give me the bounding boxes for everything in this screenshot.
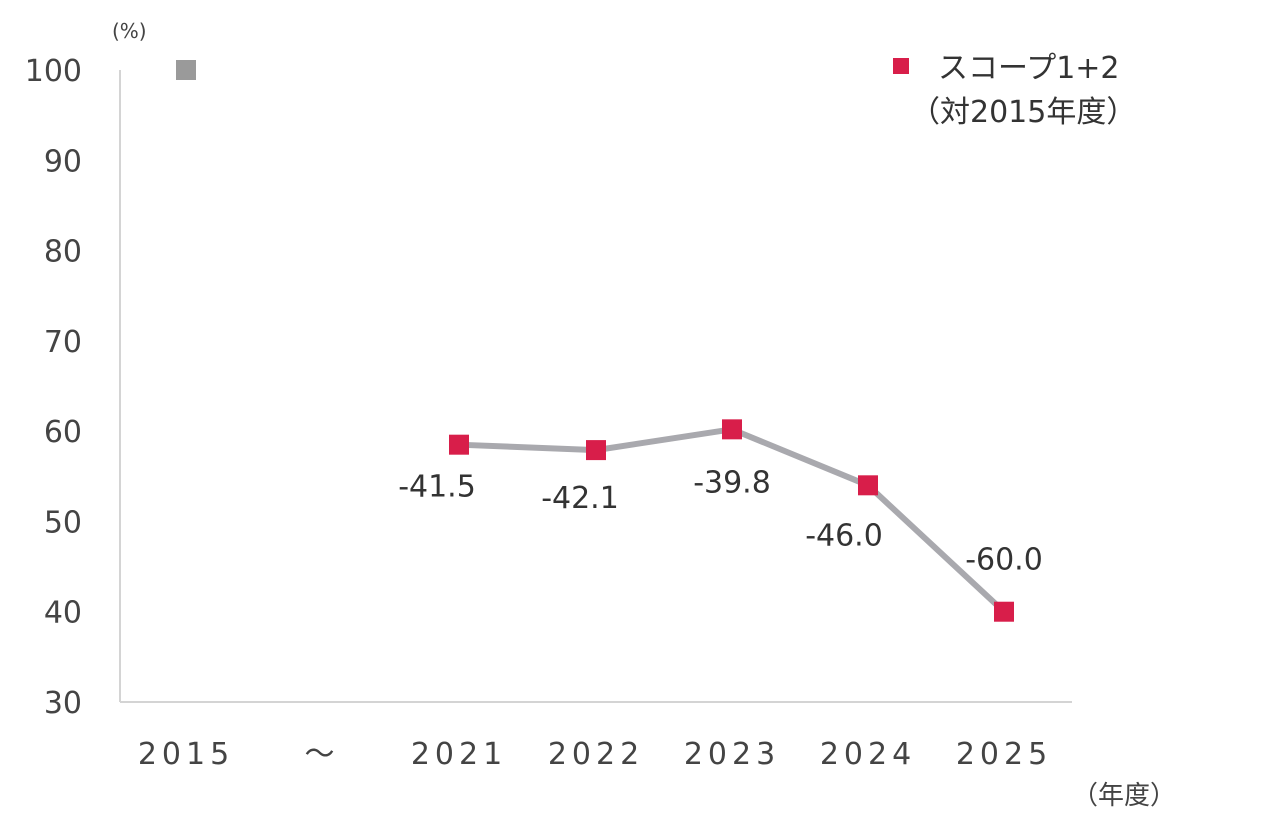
y-tick-label: 30	[44, 686, 82, 721]
data-point-marker	[858, 475, 878, 496]
plot-area: -41.5 -42.1 -39.8 -46.0 -60.0	[176, 60, 1043, 622]
y-axis-unit: (%)	[112, 19, 147, 43]
data-label: -60.0	[965, 543, 1043, 578]
data-point-marker	[994, 601, 1014, 622]
x-tick-label: 2021	[411, 737, 507, 772]
y-tick-label: 60	[44, 415, 82, 450]
y-tick-labels: 100 90 80 70 60 50 40 30	[25, 54, 82, 721]
data-point-marker	[449, 434, 469, 455]
x-tick-label: 2024	[820, 737, 916, 772]
data-label: -41.5	[398, 470, 476, 505]
y-tick-label: 100	[25, 54, 82, 89]
series-line	[458, 426, 1007, 614]
y-tick-label: 40	[44, 596, 82, 631]
data-label: -39.8	[693, 465, 771, 500]
legend-label: スコープ1+2	[938, 51, 1120, 86]
y-tick-label: 70	[44, 325, 82, 360]
legend-sublabel: （対2015年度）	[910, 95, 1136, 130]
y-tick-label: 80	[44, 235, 82, 270]
baseline-marker	[176, 60, 196, 80]
x-tick-label: 2022	[548, 737, 644, 772]
x-tick-label: ～	[305, 737, 340, 772]
x-tick-labels: 2015 ～ 2021 2022 2023 2024 2025	[138, 737, 1052, 772]
data-label: -42.1	[541, 481, 619, 516]
x-axis-unit: （年度）	[1072, 781, 1176, 811]
y-tick-label: 50	[44, 505, 82, 540]
x-tick-label: 2023	[684, 737, 780, 772]
x-tick-label: 2015	[138, 737, 234, 772]
data-point-marker	[586, 440, 606, 461]
legend-marker	[893, 58, 909, 74]
data-label: -46.0	[805, 518, 883, 553]
y-tick-label: 90	[44, 144, 82, 179]
x-tick-label: 2025	[956, 737, 1052, 772]
data-point-marker	[722, 419, 742, 440]
legend: スコープ1+2 （対2015年度）	[893, 51, 1136, 130]
